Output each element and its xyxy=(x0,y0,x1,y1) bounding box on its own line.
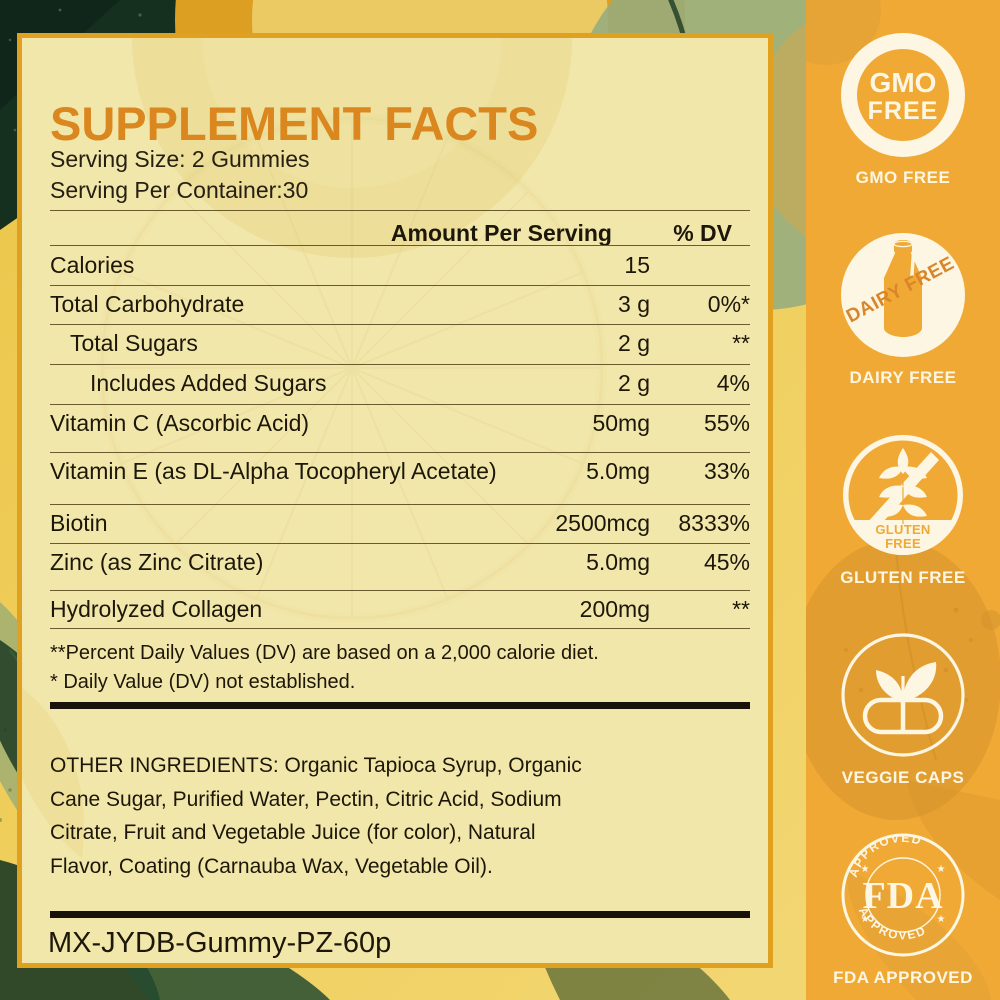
svg-text:FDA: FDA xyxy=(862,875,943,917)
svg-text:★: ★ xyxy=(937,864,946,875)
svg-text:GMO: GMO xyxy=(870,67,937,98)
svg-text:FREE: FREE xyxy=(885,536,921,551)
svg-text:GLUTEN: GLUTEN xyxy=(875,522,930,537)
svg-text:★: ★ xyxy=(861,864,870,875)
svg-text:FREE: FREE xyxy=(868,97,939,125)
